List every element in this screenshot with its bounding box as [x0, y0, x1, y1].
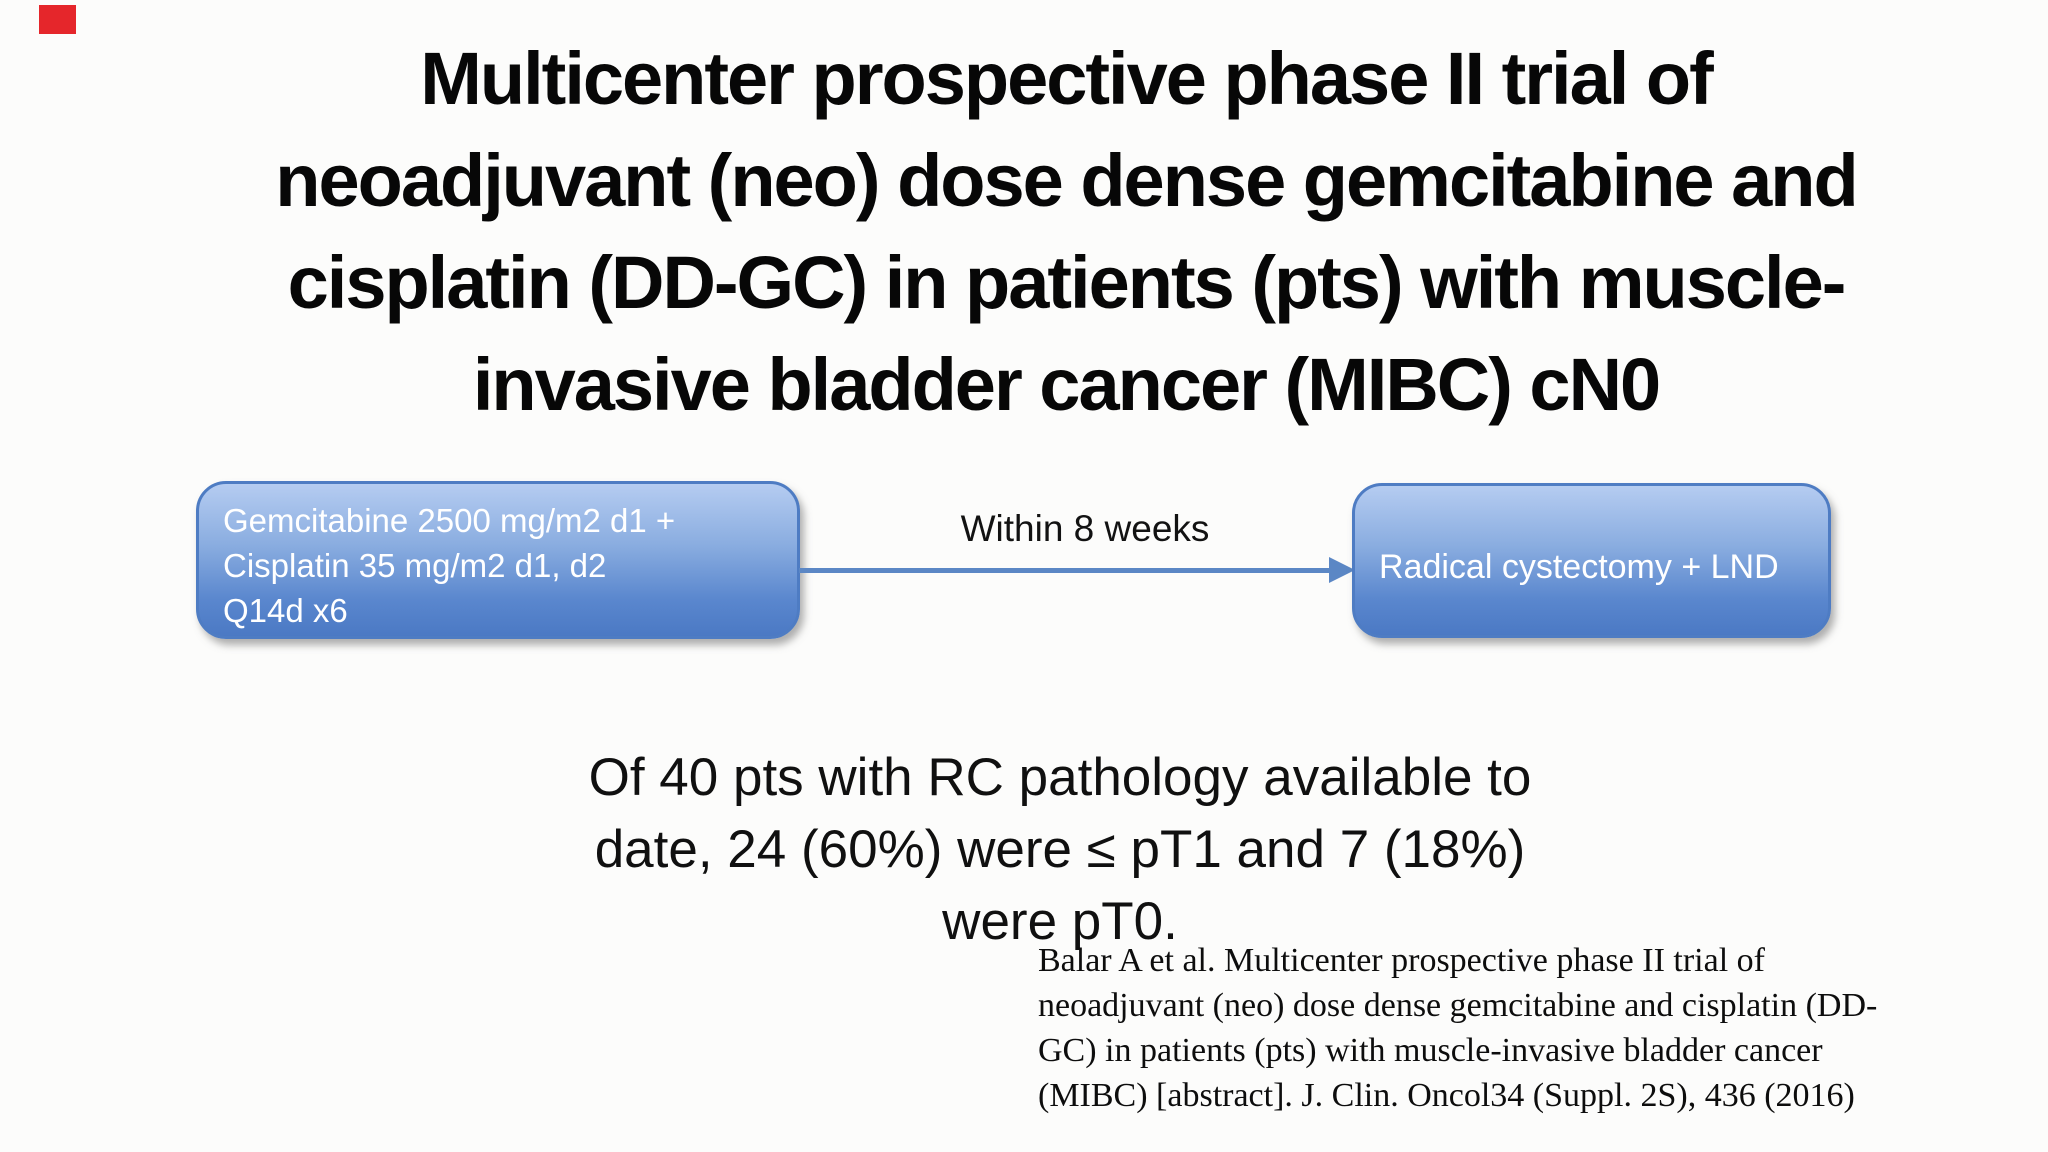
finding-line: were pT0. [942, 892, 1178, 951]
title-line: invasive bladder cancer (MIBC) cN0 [472, 343, 1661, 426]
regimen-line: Q14d x6 [223, 592, 348, 629]
title-line: neoadjuvant (neo) dose dense gemcitabine… [275, 139, 1858, 222]
citation-line: neoadjuvant (neo) dose dense gemcitabine… [1038, 987, 1878, 1024]
chemotherapy-regimen-box: Gemcitabine 2500 mg/m2 d1 + Cisplatin 35… [196, 481, 800, 639]
flow-arrow-line [799, 568, 1333, 573]
regimen-line: Gemcitabine 2500 mg/m2 d1 + [223, 502, 676, 539]
finding-text: Of 40 pts with RC pathology available to… [380, 742, 1740, 958]
citation: Balar A et al. Multicenter prospective p… [1038, 938, 1998, 1118]
slide-title: Multicenter prospective phase II trial o… [84, 28, 2048, 436]
title-line: cisplatin (DD-GC) in patients (pts) with… [287, 241, 1847, 324]
red-marker [39, 5, 76, 34]
finding-line: date, 24 (60%) were ≤ pT1 and 7 (18%) [594, 820, 1526, 879]
regimen-line: Cisplatin 35 mg/m2 d1, d2 [223, 547, 607, 584]
finding-line: Of 40 pts with RC pathology available to [588, 748, 1532, 807]
citation-line: GC) in patients (pts) with muscle-invasi… [1038, 1032, 1823, 1069]
title-line: Multicenter prospective phase II trial o… [420, 37, 1713, 120]
flow-arrow-head-icon [1329, 557, 1355, 583]
citation-line: (MIBC) [abstract]. J. Clin. Oncol34 (Sup… [1038, 1077, 1855, 1114]
arrow-label: Within 8 weeks [960, 508, 1210, 549]
surgery-box: Radical cystectomy + LND [1352, 483, 1831, 638]
citation-line: Balar A et al. Multicenter prospective p… [1038, 942, 1765, 979]
surgery-label: Radical cystectomy + LND [1379, 548, 1779, 586]
